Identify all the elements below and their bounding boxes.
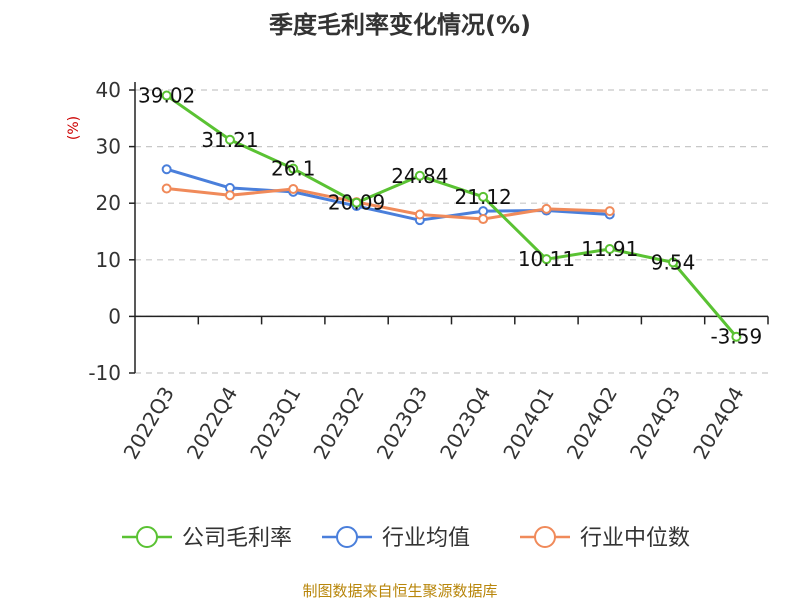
legend-swatch-marker xyxy=(534,526,556,548)
data-point[interactable] xyxy=(604,206,615,217)
x-tick-label: 2023Q4 xyxy=(435,383,495,464)
data-point[interactable] xyxy=(351,197,362,208)
x-tick-label: 2024Q3 xyxy=(625,383,685,464)
y-tick-label: 40 xyxy=(96,78,121,102)
x-tick-label: 2024Q2 xyxy=(562,383,622,464)
x-tick-label: 2023Q3 xyxy=(372,383,432,464)
x-tick-label: 2023Q2 xyxy=(308,383,368,464)
data-point[interactable] xyxy=(224,134,235,145)
data-label: 31.21 xyxy=(201,128,258,152)
data-label: 26.1 xyxy=(271,157,316,181)
data-point[interactable] xyxy=(414,170,425,181)
data-label: 24.84 xyxy=(391,164,448,188)
x-tick-label: 2024Q1 xyxy=(498,383,558,464)
legend[interactable]: 公司毛利率 行业均值 行业中位数 xyxy=(122,526,690,551)
data-point[interactable] xyxy=(414,209,425,220)
y-axis-label: (%) xyxy=(66,116,82,140)
x-tick-label: 2022Q3 xyxy=(119,383,179,464)
data-label: 9.54 xyxy=(651,250,696,274)
footer-source: 制图数据来自恒生聚源数据库 xyxy=(302,582,497,600)
y-tick-label: -10 xyxy=(88,361,121,385)
y-tick-label: 0 xyxy=(108,304,121,328)
legend-swatch-marker xyxy=(136,526,158,548)
legend-label: 行业中位数 xyxy=(580,526,690,551)
legend-item-1[interactable]: 行业均值 xyxy=(322,526,470,551)
data-point[interactable] xyxy=(288,184,299,195)
data-label: 10.11 xyxy=(518,247,575,271)
x-tick-label: 2023Q1 xyxy=(245,383,305,464)
data-point[interactable] xyxy=(604,243,615,254)
legend-item-2[interactable]: 行业中位数 xyxy=(520,526,690,551)
x-tick-label: 2024Q4 xyxy=(688,383,748,464)
data-point[interactable] xyxy=(668,257,679,268)
data-point[interactable] xyxy=(161,183,172,194)
y-tick-label: 30 xyxy=(96,135,121,159)
data-label: -3.59 xyxy=(710,325,762,349)
series-line xyxy=(165,94,738,338)
legend-label: 行业均值 xyxy=(382,526,470,551)
data-point[interactable] xyxy=(288,163,299,174)
data-point[interactable] xyxy=(478,214,489,225)
data-label: 20.09 xyxy=(328,191,385,215)
data-point[interactable] xyxy=(478,191,489,202)
data-point[interactable] xyxy=(541,254,552,265)
data-point[interactable] xyxy=(161,164,172,175)
legend-item-0[interactable]: 公司毛利率 xyxy=(122,526,292,551)
series-line xyxy=(166,186,610,221)
y-tick-label: 20 xyxy=(96,191,121,215)
series xyxy=(161,90,742,342)
data-point[interactable] xyxy=(731,331,742,342)
data-label: 21.12 xyxy=(455,185,512,209)
data-point[interactable] xyxy=(541,203,552,214)
data-point[interactable] xyxy=(224,190,235,201)
chart-title: 季度毛利率变化情况(%) xyxy=(269,11,531,39)
y-tick-label: 10 xyxy=(96,248,121,272)
data-label: 11.91 xyxy=(581,237,638,261)
legend-label: 公司毛利率 xyxy=(182,526,292,551)
series-0 xyxy=(161,90,742,342)
data-point[interactable] xyxy=(161,90,172,101)
x-tick-label: 2022Q4 xyxy=(182,383,242,464)
data-label: 39.02 xyxy=(138,84,195,108)
legend-swatch-marker xyxy=(336,526,358,548)
